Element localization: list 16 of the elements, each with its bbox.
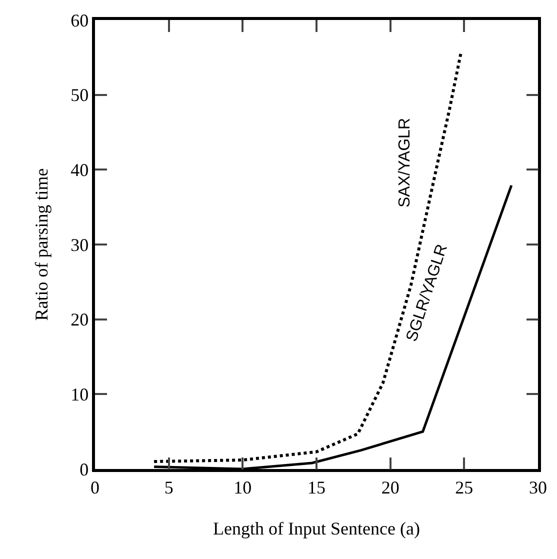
y-tick-label: 10 xyxy=(70,384,89,404)
x-tick-label: 5 xyxy=(164,477,174,498)
y-tick-label: 60 xyxy=(70,10,89,30)
y-axis-title: Ratio of parsing time xyxy=(32,168,52,321)
y-tick-label: 30 xyxy=(70,234,89,255)
y-tick-label: 50 xyxy=(70,85,89,106)
x-tick-label: 15 xyxy=(308,477,326,498)
x-tick-label: 20 xyxy=(381,477,400,498)
y-tick-label: 40 xyxy=(70,160,89,180)
x-tick-label: 30 xyxy=(529,477,547,498)
x-axis-title: Length of Input Sentence (a) xyxy=(213,518,420,538)
text: SAX/YAGLR xyxy=(396,118,414,208)
x-tick-label: 25 xyxy=(455,477,474,498)
y-tick-label: 20 xyxy=(70,310,89,330)
y-tick-label: 0 xyxy=(80,459,89,480)
x-tick-label: 10 xyxy=(234,477,252,498)
